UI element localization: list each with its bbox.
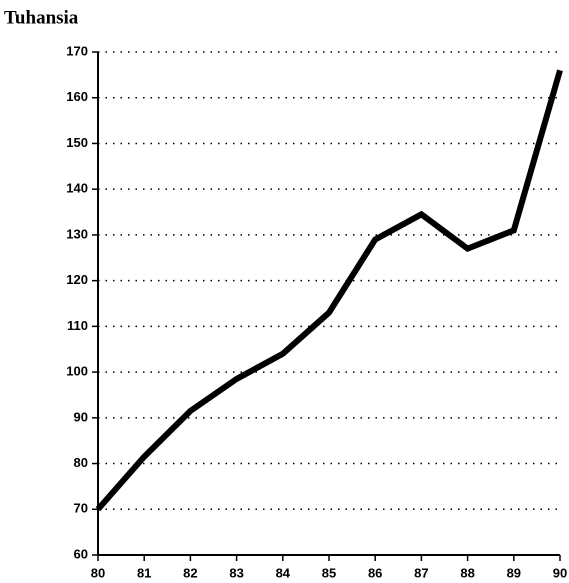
x-tick-label: 83 (229, 565, 243, 580)
x-tick-label: 90 (553, 565, 567, 580)
x-tick-label: 84 (276, 565, 291, 580)
y-tick-label: 130 (66, 226, 88, 241)
x-tick-label: 85 (322, 565, 336, 580)
y-tick-label: 90 (74, 409, 88, 424)
y-tick-label: 140 (66, 181, 88, 196)
x-tick-label: 80 (91, 565, 105, 580)
x-tick-label: 87 (414, 565, 428, 580)
y-tick-label: 100 (66, 364, 88, 379)
y-tick-label: 170 (66, 43, 88, 58)
y-tick-label: 160 (66, 89, 88, 104)
y-tick-label: 80 (74, 455, 88, 470)
y-tick-label: 150 (66, 135, 88, 150)
data-line (95, 69, 563, 512)
x-tick-label: 82 (183, 565, 197, 580)
x-tick-label: 89 (507, 565, 521, 580)
x-tick-label: 86 (368, 565, 382, 580)
x-tick-label: 88 (460, 565, 474, 580)
x-tick-label: 81 (137, 565, 151, 580)
chart-title: Tuhansia (4, 7, 79, 28)
y-tick-label: 70 (74, 501, 88, 516)
y-tick-label: 110 (67, 318, 88, 333)
y-tick-label: 60 (74, 546, 88, 561)
y-tick-label: 120 (66, 272, 88, 287)
